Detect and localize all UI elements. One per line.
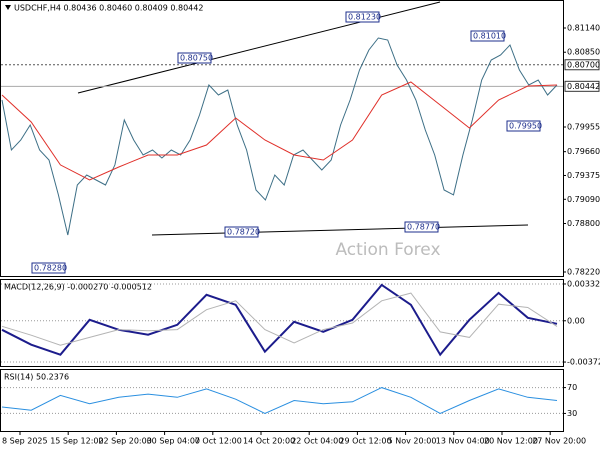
menu-triangle: [5, 5, 11, 10]
x-tick-label: 20 Nov 12:00: [484, 437, 538, 446]
y-tick-label: -0.003723: [567, 358, 600, 367]
x-tick-label: 22 Oct 04:00: [291, 437, 343, 446]
level-box: [564, 59, 600, 71]
annotation-box: [345, 11, 380, 23]
series-line: [1, 81, 558, 181]
series-line: [1, 387, 558, 414]
annotation-box: [506, 120, 541, 132]
y-tick-label: 70: [567, 383, 577, 392]
y-tick-label: 0.78800: [567, 219, 600, 228]
trend-line: [151, 224, 529, 236]
y-tick-label: 0.79660: [567, 147, 600, 156]
annotation: 0.79950: [509, 122, 542, 131]
x-tick-label: 5 Nov 20:00: [388, 437, 437, 446]
y-tick-label: 0.81140: [567, 23, 600, 32]
y-tick-label: 0.80850: [567, 48, 600, 57]
x-tick-label: 8 Sep 2025: [2, 437, 48, 446]
y-tick-label: 0.79955: [567, 123, 600, 132]
annotation: 0.78720: [227, 228, 260, 237]
series-line: [1, 37, 558, 236]
x-tick-label: 14 Oct 20:00: [243, 437, 295, 446]
annotation-box: [177, 52, 212, 64]
level-label: 0.80442: [567, 82, 600, 91]
x-tick-label: 15 Sep 12:00: [50, 437, 103, 446]
watermark: Action Forex: [335, 240, 440, 260]
annotation-box: [404, 221, 439, 233]
trend-line: [77, 1, 441, 94]
x-tick-label: 29 Oct 12:00: [339, 437, 391, 446]
y-tick-label: 0.003321: [567, 279, 600, 288]
panel-title: RSI(14) 50.2376: [4, 373, 69, 382]
y-tick-label: 0.79090: [567, 195, 600, 204]
level-label: 0.80700: [567, 60, 600, 69]
annotation-box: [470, 30, 505, 42]
main-panel: [0, 0, 564, 277]
annotation: 0.81230: [348, 13, 381, 22]
y-tick-label: 0.00: [567, 316, 585, 325]
rsi-panel: [0, 369, 564, 432]
macd-panel: [0, 279, 564, 367]
x-tick-label: 27 Nov 20:00: [532, 437, 586, 446]
x-tick-label: 7 Oct 12:00: [195, 437, 242, 446]
annotation-box: [224, 226, 259, 238]
x-tick-label: 22 Sep 20:00: [98, 437, 151, 446]
annotation: 0.78770: [407, 223, 440, 232]
series-line: [1, 292, 558, 346]
x-tick-label: 13 Nov 04:00: [436, 437, 490, 446]
annotation: 0.78280: [34, 264, 67, 273]
level-box: [564, 80, 600, 92]
panel-title: USDCHF,H4 0.80436 0.80460 0.80409 0.8044…: [14, 4, 203, 13]
annotation-box: [31, 262, 66, 274]
y-tick-label: 0.78220: [567, 267, 600, 276]
annotation: 0.80750: [180, 54, 213, 63]
y-tick-label: 0.79375: [567, 171, 600, 180]
annotation: 0.81010: [473, 32, 506, 41]
x-tick-label: 30 Sep 04:00: [147, 437, 200, 446]
panel-title: MACD(12,26,9) -0.000270 -0.000512: [4, 283, 152, 292]
y-tick-label: 30: [567, 409, 577, 418]
